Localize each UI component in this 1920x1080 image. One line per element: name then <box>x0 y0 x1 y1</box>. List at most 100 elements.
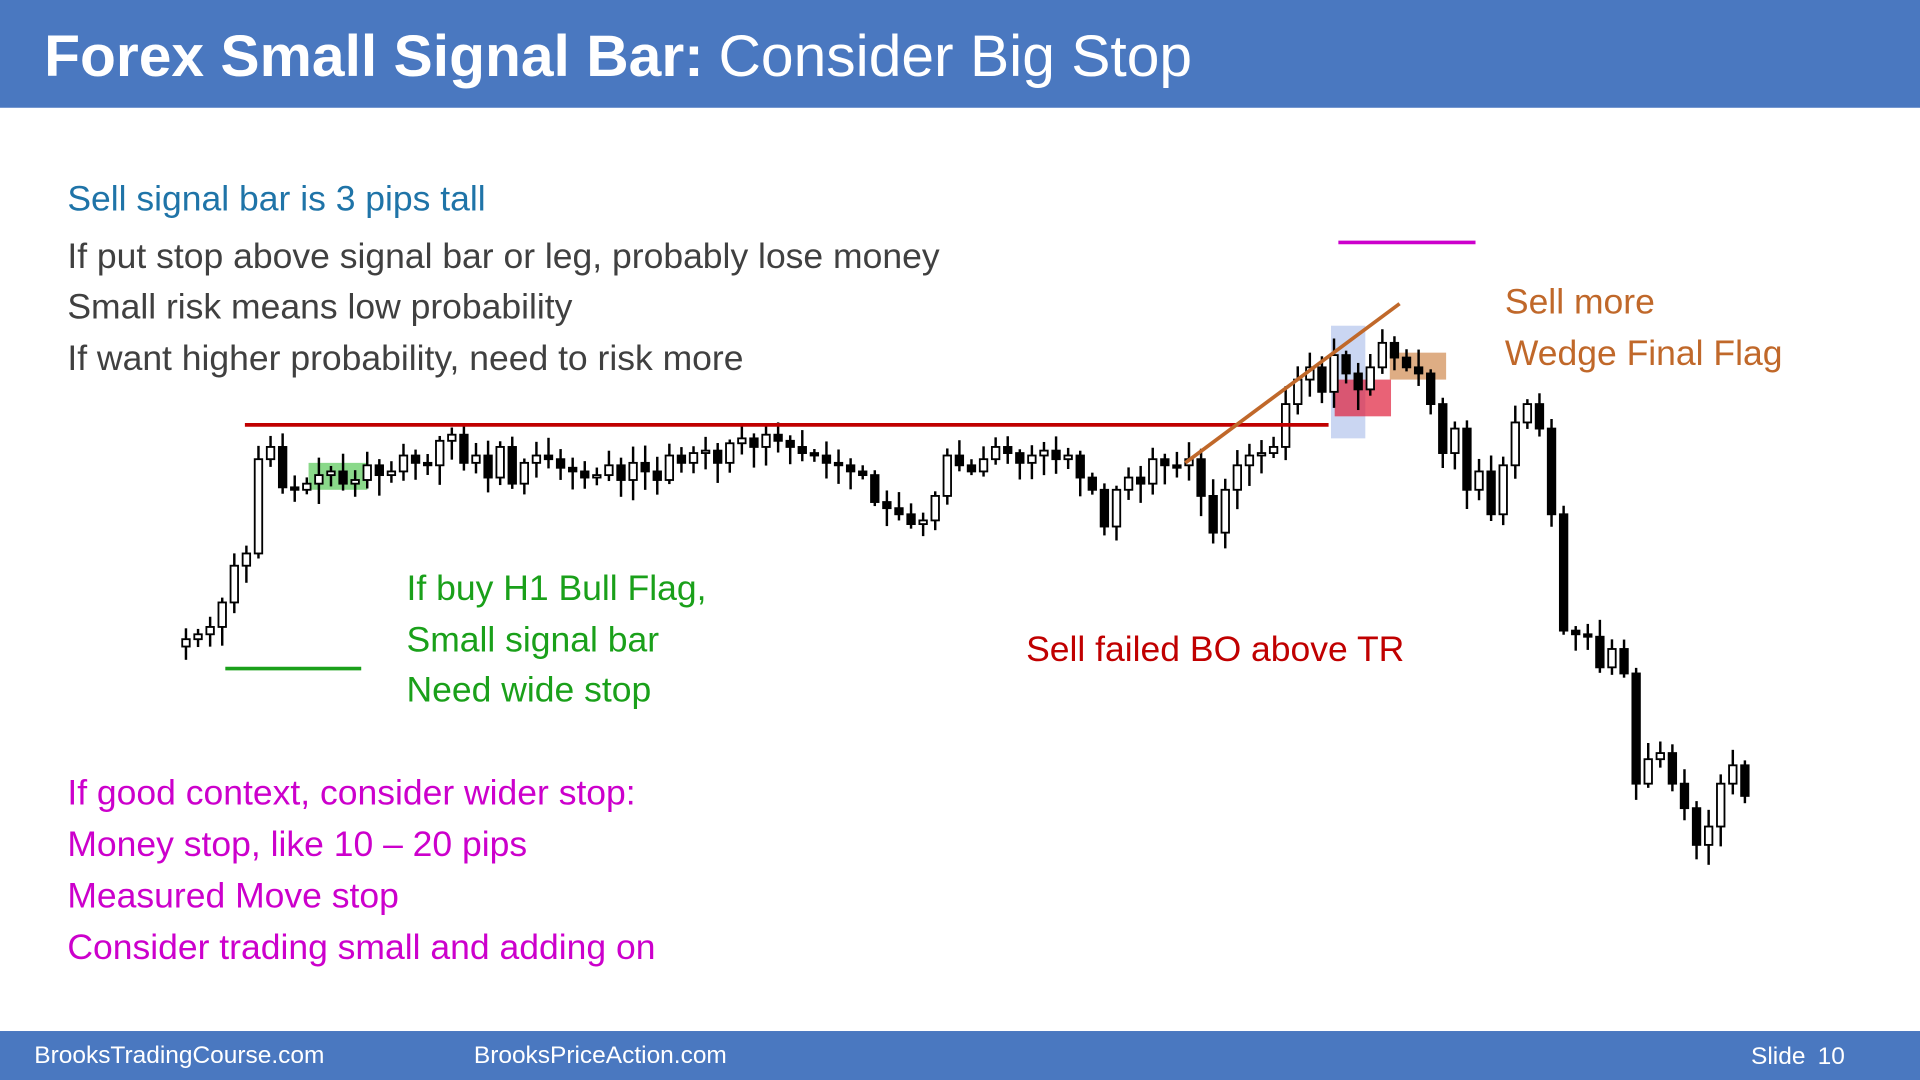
candle <box>471 454 481 464</box>
candle <box>1172 464 1182 469</box>
intro-line: If want higher probability, need to risk… <box>67 338 743 378</box>
candle <box>1546 427 1557 516</box>
candle <box>374 464 384 477</box>
candle <box>531 454 542 464</box>
candle <box>326 470 336 477</box>
candle <box>628 461 638 481</box>
candle <box>386 470 397 477</box>
candle <box>652 470 662 481</box>
candle <box>1583 633 1593 638</box>
candle <box>314 474 324 485</box>
candle <box>870 474 880 503</box>
candle <box>1558 513 1569 632</box>
candle <box>1643 758 1653 785</box>
wedge-line <box>1184 302 1401 465</box>
candle <box>785 439 795 448</box>
candle <box>942 454 952 497</box>
candle <box>519 461 530 485</box>
candle <box>1534 403 1545 430</box>
slide-label: Slide <box>1751 1043 1805 1070</box>
candle <box>1208 495 1218 534</box>
price-chart <box>181 325 1750 865</box>
candle <box>882 501 892 510</box>
footer-site: BrooksTradingCourse.com <box>34 1042 324 1069</box>
candle <box>1365 366 1375 391</box>
candle <box>1740 764 1750 797</box>
candle <box>290 486 300 491</box>
candle <box>604 464 614 477</box>
candle <box>447 433 457 442</box>
footer-site: BrooksPriceAction.com <box>474 1042 727 1069</box>
candle <box>217 601 227 628</box>
annotation: Sell failed BO above TR <box>1026 629 1404 669</box>
candle <box>1111 488 1122 528</box>
candle <box>205 626 215 636</box>
candle <box>1329 354 1339 393</box>
candle <box>580 470 590 479</box>
candle <box>1135 476 1146 485</box>
candle <box>713 449 723 464</box>
header-bar <box>0 0 1920 108</box>
candle <box>833 461 844 467</box>
candle <box>725 442 735 464</box>
candle <box>664 454 675 481</box>
candle <box>809 452 820 457</box>
intro-line: Small risk means low probability <box>67 286 572 326</box>
candle <box>966 464 977 473</box>
highlight <box>1334 379 1392 417</box>
candle <box>193 633 203 641</box>
candle <box>1679 782 1690 810</box>
candle <box>1353 372 1363 391</box>
candle <box>1631 672 1641 785</box>
candle <box>543 454 554 461</box>
context-line: Measured Move stop <box>67 875 399 915</box>
candle <box>1256 452 1267 457</box>
candle <box>1341 354 1351 375</box>
candle <box>1438 403 1448 454</box>
candle <box>1413 366 1424 375</box>
candle <box>1232 464 1243 491</box>
candle <box>1703 825 1714 846</box>
context-line: Consider trading small and adding on <box>67 927 655 967</box>
candle <box>1027 454 1037 464</box>
candle <box>362 464 372 481</box>
candle <box>568 466 578 473</box>
candle <box>749 437 759 448</box>
candle <box>592 474 602 479</box>
candle <box>1691 807 1702 846</box>
candle <box>930 495 940 522</box>
candle <box>797 446 807 454</box>
candle <box>1160 458 1170 467</box>
candle <box>1220 488 1230 534</box>
candle <box>918 519 928 526</box>
candle <box>858 470 868 477</box>
candle <box>954 454 965 467</box>
candle <box>1148 458 1158 485</box>
candle <box>253 458 264 555</box>
candle <box>616 464 626 481</box>
candle <box>1051 449 1061 461</box>
candle <box>1510 421 1520 467</box>
candle <box>1075 454 1085 479</box>
slide-num: 10 <box>1818 1043 1845 1070</box>
candle <box>906 513 916 525</box>
candle <box>495 446 505 479</box>
candle <box>1377 341 1388 369</box>
candle <box>1389 341 1400 359</box>
candle <box>1063 454 1073 461</box>
candle <box>1486 470 1496 516</box>
candle <box>1619 648 1629 675</box>
candle <box>483 454 493 479</box>
candle <box>422 461 433 467</box>
candle <box>1268 446 1279 454</box>
candle <box>241 552 252 567</box>
candle <box>1317 366 1327 393</box>
candle <box>1426 372 1436 405</box>
candle <box>1667 752 1678 785</box>
candle <box>1196 458 1206 497</box>
candle <box>1462 427 1472 491</box>
candle <box>350 479 360 485</box>
candle <box>700 449 711 454</box>
candle <box>398 454 409 473</box>
